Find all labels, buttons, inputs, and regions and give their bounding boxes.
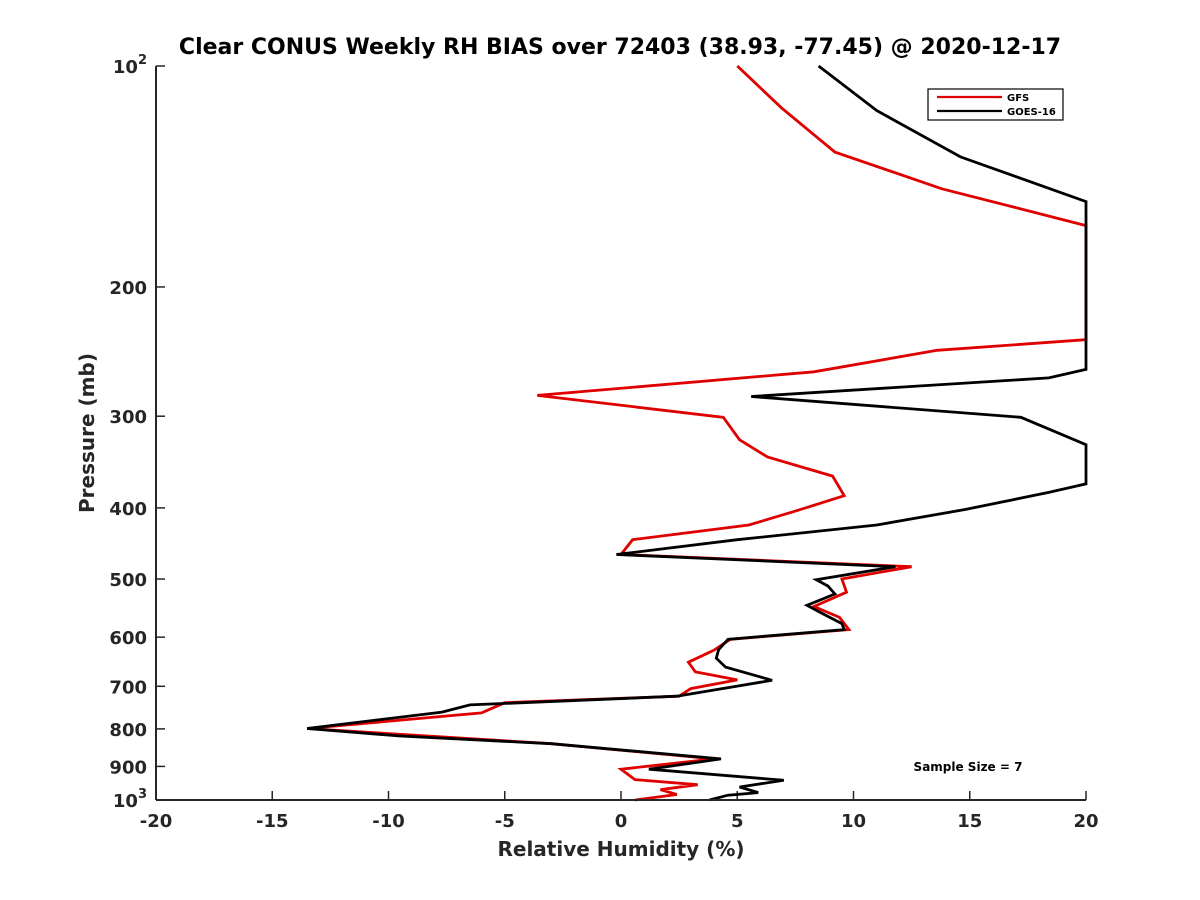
y-tick-label: 103 <box>113 787 147 812</box>
legend-box <box>927 88 1064 121</box>
y-tick-label: 102 <box>113 53 147 78</box>
chart-title: Clear CONUS Weekly RH BIAS over 72403 (3… <box>179 35 1061 60</box>
series-line-goes16 <box>306 64 1088 802</box>
x-tick-label: -5 <box>495 811 515 832</box>
legend-label-gfs: GFS <box>1007 93 1029 104</box>
y-tick-label: 400 <box>109 499 147 520</box>
y-tick-label: 700 <box>109 677 147 698</box>
x-tick-label: 0 <box>615 811 628 832</box>
y-tick-label: 300 <box>109 407 147 428</box>
x-tick-label: -10 <box>372 811 405 832</box>
y-tick-label: 900 <box>109 757 147 778</box>
y-tick-label: 800 <box>109 720 147 741</box>
y-tick-label: 200 <box>109 278 147 299</box>
x-tick-label: 10 <box>841 811 866 832</box>
y-axis-label: Pressure (mb) <box>75 353 99 513</box>
x-tick-label: 5 <box>731 811 744 832</box>
x-axis-label: Relative Humidity (%) <box>497 837 744 861</box>
sample-size-annotation: Sample Size = 7 <box>914 760 1023 774</box>
x-tick-label: -15 <box>256 811 289 832</box>
plot-area <box>156 66 1086 800</box>
y-tick-label: 500 <box>109 570 147 591</box>
x-tick-label: 20 <box>1073 811 1098 832</box>
x-tick-label: 15 <box>957 811 982 832</box>
legend-label-goes16: GOES-16 <box>1007 107 1056 118</box>
x-tick-label: -20 <box>140 811 173 832</box>
y-tick-label: 600 <box>109 628 147 649</box>
legend: GFS GOES-16 <box>927 88 1064 121</box>
